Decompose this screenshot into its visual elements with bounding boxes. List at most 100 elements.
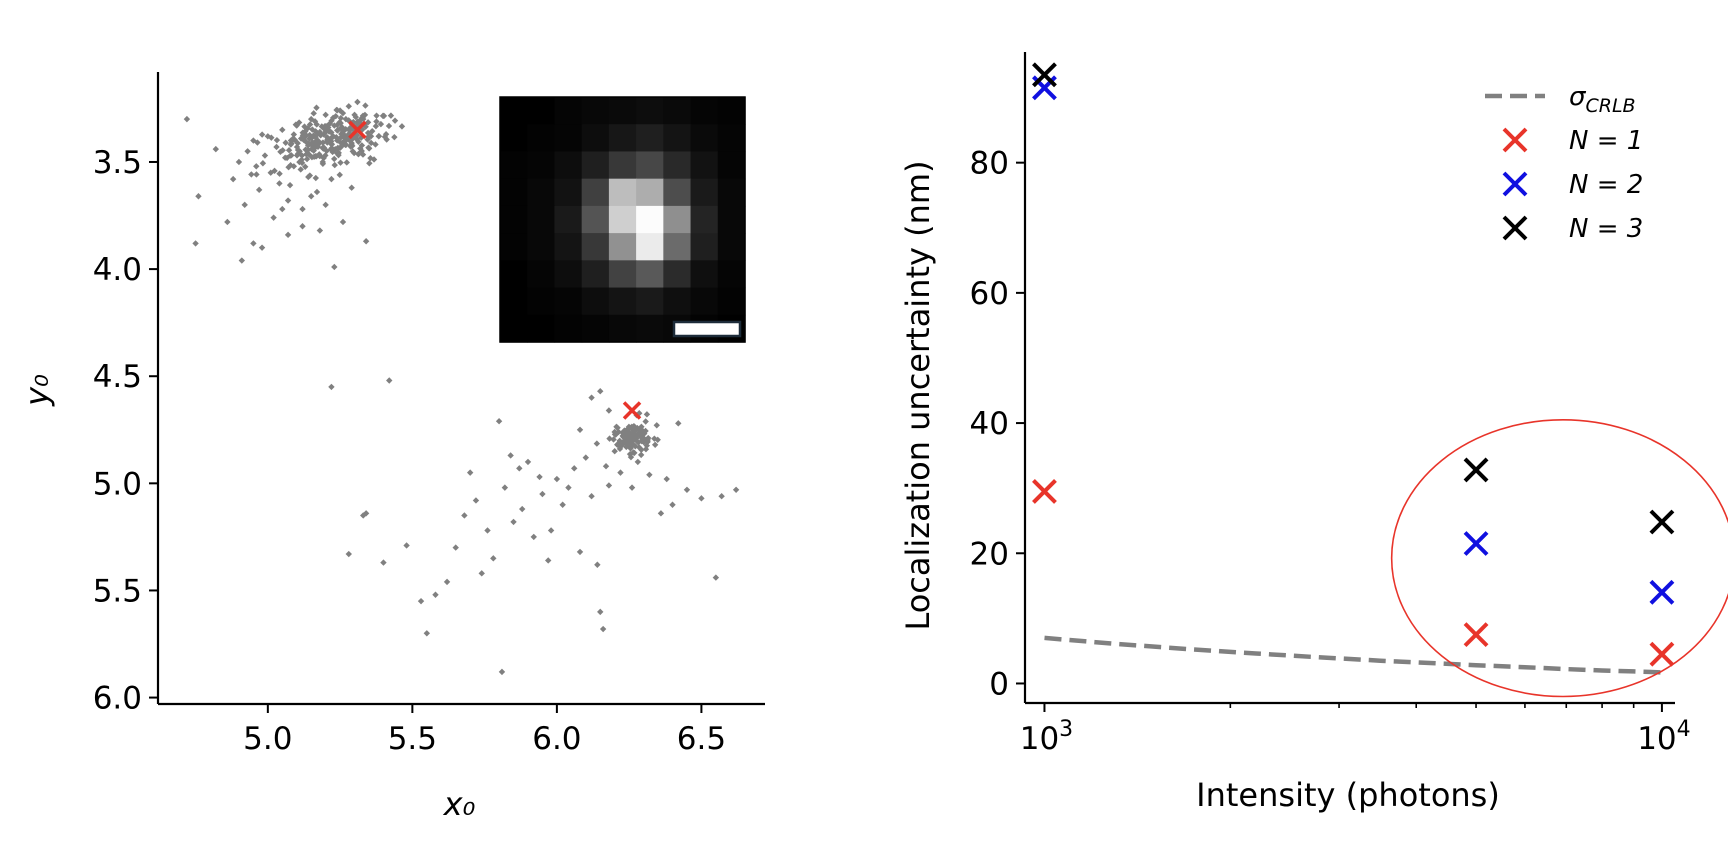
inset-pixel [500,287,528,316]
inset-frame [499,96,746,343]
inset-pixel [663,287,692,316]
scatter-point [264,133,272,140]
inset-pixel [608,151,637,180]
scatter-point [343,159,350,166]
scatter-point [379,112,387,120]
inset-pixel [500,260,528,289]
scatter-point [381,133,389,141]
scatter-point [229,175,237,183]
scatter-point [316,152,324,160]
legend-swatch-marker [1502,171,1528,197]
scatter-point [364,136,371,143]
scatter-point [364,129,372,137]
scatter-point [310,147,317,154]
scatter-point [303,151,310,158]
inset-pixel [717,151,746,180]
scatter-point [732,486,740,493]
scatter-point [638,446,645,453]
scatter-point [259,160,267,167]
y-tick-label: 20 [970,536,1009,572]
scatter-point [331,263,338,271]
scatter-point [273,136,281,144]
scatter-point [299,205,306,213]
scatter-point [351,111,358,119]
x-tick-label: 104 [1637,717,1690,757]
inset-pixel [636,178,664,207]
x-tick-label: 103 [1020,717,1073,757]
inset-pixel [608,233,637,261]
scatter-point [576,548,584,556]
scatter-point [339,133,347,140]
scatter-point [285,147,293,154]
scatter-point [597,388,604,395]
scatter-point [302,133,309,140]
left-x-axis-label-text: x₀ [443,785,476,823]
legend-entry: N = 3 [1502,214,1643,244]
scatter-point [615,428,622,436]
scatter-point [516,465,523,472]
scatter-point [295,119,303,126]
scatter-point [594,561,601,568]
scatter-point [328,175,335,183]
inset-pixel [527,233,556,261]
scatter-point [336,171,343,179]
scatter-point [276,180,283,187]
inset-pixel [527,314,556,343]
inset-pixel [636,314,664,343]
scatter-point [313,188,321,196]
scatter-point [331,161,338,169]
inset-pixel [608,205,637,234]
scatter-point [299,223,306,230]
scatter-point [322,152,329,159]
scatter-point [323,147,330,155]
inset-pixel-grid [500,97,746,343]
inset-pixel [690,205,719,234]
scatter-point [302,146,309,153]
scatter-point [698,495,705,502]
scatter-point [325,137,332,144]
inset-pixel [608,260,637,289]
scatter-point [235,158,243,166]
legend-label: N = 3 [1569,214,1643,244]
inset-pixel [636,97,664,125]
x-tick-label-base: 10 [1637,721,1676,757]
inset-pixel [527,260,556,289]
scatter-point [316,128,324,136]
scatter-point [338,123,346,131]
series-marker [1032,62,1057,88]
scatter-point [576,426,584,433]
scatter-point [320,131,327,138]
series-marker [1463,457,1489,483]
scatter-point [588,394,595,401]
scatter-point [675,420,682,427]
legend-label: N = 1 [1569,126,1643,156]
scatter-point [669,501,676,508]
inset-pixel [690,97,719,125]
inset-pixel [554,260,583,289]
scatter-point [635,439,642,446]
right-series-markers [1032,62,1675,667]
scatter-point [613,423,620,431]
legend-label-main: N = 3 [1569,214,1643,244]
series-marker [1032,479,1057,504]
scatter-point [466,469,474,476]
left-panel-scatter: 5.0 5.5 6.0 6.5 3.5 4.0 4.5 5.0 5.5 6.0 x₀ y₀ [18,72,765,823]
inset-pixel [690,151,719,180]
scatter-point [304,125,311,132]
scatter-point [501,484,509,491]
inset-pixel [608,287,637,316]
legend-entry: N = 1 [1502,126,1643,156]
scatter-point [610,436,617,443]
scatter-point [322,201,329,209]
scatter-point [367,154,374,162]
cross-marker [348,120,367,140]
scatter-point [643,411,651,418]
scatter-point [622,434,629,441]
scatter-point [359,151,367,158]
scatter-point [279,126,286,134]
scatter-point [310,141,318,149]
inset-pixel [527,124,556,153]
scatter-point [443,578,451,586]
scatter-point [362,238,370,245]
scatter-point [366,160,373,167]
